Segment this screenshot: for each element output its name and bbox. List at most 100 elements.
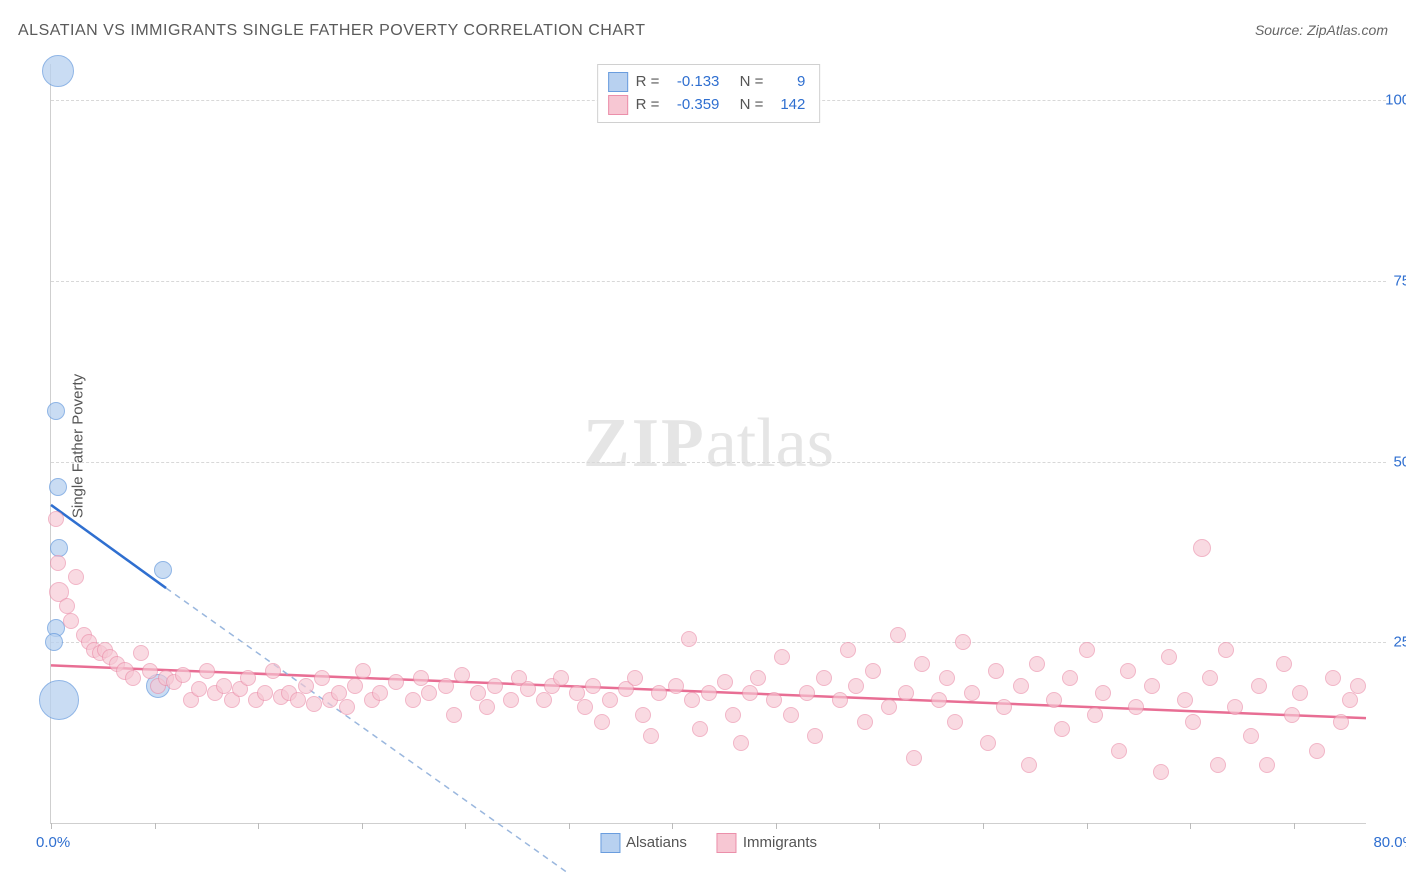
x-axis-tick xyxy=(465,823,466,829)
data-point xyxy=(388,674,404,690)
data-point xyxy=(1062,670,1078,686)
data-point xyxy=(503,692,519,708)
data-point xyxy=(774,649,790,665)
data-point xyxy=(955,634,971,650)
data-point xyxy=(331,685,347,701)
data-point xyxy=(257,685,273,701)
data-point xyxy=(898,685,914,701)
data-point xyxy=(339,699,355,715)
source-value: ZipAtlas.com xyxy=(1307,22,1388,38)
data-point xyxy=(766,692,782,708)
data-point xyxy=(1177,692,1193,708)
data-point xyxy=(931,692,947,708)
data-point xyxy=(848,678,864,694)
data-point xyxy=(807,728,823,744)
data-point xyxy=(63,613,79,629)
data-point xyxy=(48,511,64,527)
gridline-h xyxy=(51,462,1386,463)
x-axis-tick-start: 0.0% xyxy=(36,834,70,851)
series-legend: Alsatians Immigrants xyxy=(600,833,817,853)
source-label: Source: xyxy=(1255,22,1303,38)
data-point xyxy=(39,680,79,720)
data-point xyxy=(914,656,930,672)
source-attribution: Source: ZipAtlas.com xyxy=(1255,22,1388,38)
data-point xyxy=(1193,539,1211,557)
y-axis-tick-label: 50.0% xyxy=(1376,453,1406,470)
watermark-bold: ZIP xyxy=(583,405,706,482)
data-point xyxy=(47,402,65,420)
r-label: R = xyxy=(636,94,660,117)
data-point xyxy=(1309,743,1325,759)
data-point xyxy=(1095,685,1111,701)
data-point xyxy=(881,699,897,715)
data-point xyxy=(725,707,741,723)
data-point xyxy=(42,55,74,87)
data-point xyxy=(520,681,536,697)
gridline-h xyxy=(51,281,1386,282)
data-point xyxy=(68,569,84,585)
x-axis-tick xyxy=(1087,823,1088,829)
data-point xyxy=(142,663,158,679)
data-point xyxy=(651,685,667,701)
data-point xyxy=(996,699,1012,715)
data-point xyxy=(49,478,67,496)
r-value-immigrants: -0.359 xyxy=(667,94,719,117)
legend-label: Immigrants xyxy=(743,834,817,851)
data-point xyxy=(347,678,363,694)
x-axis-tick xyxy=(983,823,984,829)
data-point xyxy=(1350,678,1366,694)
watermark-light: atlas xyxy=(706,405,834,482)
x-axis-tick xyxy=(1294,823,1295,829)
data-point xyxy=(454,667,470,683)
data-point xyxy=(1259,757,1275,773)
x-axis-tick xyxy=(51,823,52,829)
x-axis-tick xyxy=(362,823,363,829)
data-point xyxy=(585,678,601,694)
data-point xyxy=(783,707,799,723)
y-axis-tick-label: 25.0% xyxy=(1376,634,1406,651)
watermark: ZIPatlas xyxy=(583,404,834,484)
x-axis-tick xyxy=(672,823,673,829)
data-point xyxy=(717,674,733,690)
legend-row-alsatians: R = -0.133 N = 9 xyxy=(608,71,806,94)
data-point xyxy=(1021,757,1037,773)
x-axis-tick xyxy=(879,823,880,829)
x-axis-tick-end: 80.0% xyxy=(1373,834,1406,851)
data-point xyxy=(479,699,495,715)
regression-lines-layer xyxy=(51,64,1366,823)
data-point xyxy=(602,692,618,708)
data-point xyxy=(840,642,856,658)
data-point xyxy=(1079,642,1095,658)
data-point xyxy=(1087,707,1103,723)
data-point xyxy=(1054,721,1070,737)
data-point xyxy=(265,663,281,679)
data-point xyxy=(290,692,306,708)
data-point xyxy=(569,685,585,701)
data-point xyxy=(421,685,437,701)
data-point xyxy=(470,685,486,701)
data-point xyxy=(59,598,75,614)
n-label: N = xyxy=(740,94,764,117)
r-label: R = xyxy=(636,71,660,94)
data-point xyxy=(372,685,388,701)
data-point xyxy=(175,667,191,683)
x-axis-tick xyxy=(258,823,259,829)
data-point xyxy=(216,678,232,694)
data-point xyxy=(438,678,454,694)
n-value-alsatians: 9 xyxy=(771,71,805,94)
data-point xyxy=(1144,678,1160,694)
legend-item-immigrants: Immigrants xyxy=(717,833,817,853)
scatter-plot-area: ZIPatlas R = -0.133 N = 9 R = -0.359 N =… xyxy=(50,64,1366,824)
legend-row-immigrants: R = -0.359 N = 142 xyxy=(608,94,806,117)
data-point xyxy=(1153,764,1169,780)
data-point xyxy=(1029,656,1045,672)
data-point xyxy=(1161,649,1177,665)
data-point xyxy=(154,561,172,579)
data-point xyxy=(1210,757,1226,773)
data-point xyxy=(635,707,651,723)
data-point xyxy=(413,670,429,686)
legend-item-alsatians: Alsatians xyxy=(600,833,687,853)
data-point xyxy=(692,721,708,737)
data-point xyxy=(890,627,906,643)
data-point xyxy=(306,696,322,712)
